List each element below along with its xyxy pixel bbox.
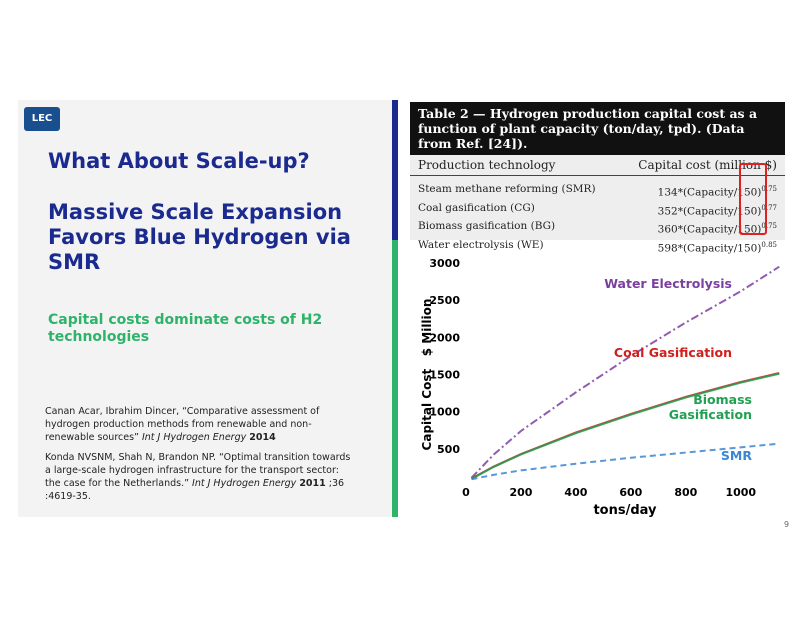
series-label: Biomass Gasification <box>668 392 752 422</box>
cell: Production technology <box>418 158 556 172</box>
formula: 352*(Capacity/150) <box>657 205 762 217</box>
reference: Konda NVSNM, Shah N, Brandon NP. “Optima… <box>45 451 355 503</box>
x-tick-label: 0 <box>462 486 470 499</box>
line <box>470 265 780 479</box>
line <box>471 372 780 480</box>
cell: 352*(Capacity/150)0.77 <box>658 201 777 220</box>
exponent: 0.77 <box>761 203 777 212</box>
page-number: 9 <box>784 520 790 529</box>
series-label: Water Electrolysis <box>604 276 732 291</box>
x-tick-label: 200 <box>509 486 532 499</box>
reference-part: Canan Acar, Ibrahim Dincer, “Comparative… <box>45 406 320 443</box>
table-row: Biomass gasification (BG) 360*(Capacity/1… <box>410 219 785 238</box>
x-axis-label: tons/day <box>593 503 657 518</box>
highlight-box <box>739 163 767 235</box>
exponent: 0.85 <box>761 240 777 249</box>
y-tick-label: 2500 <box>429 294 460 307</box>
subtitle: Capital costs dominate costs of H2 techn… <box>48 312 323 345</box>
formula: 598*(Capacity/150) <box>657 242 762 254</box>
left-panel <box>18 100 392 517</box>
reference-part: ;36 :4619-35. <box>45 478 345 502</box>
exponent: 0.75 <box>761 185 777 193</box>
line <box>471 442 780 481</box>
x-tick-label: 800 <box>674 486 697 499</box>
x-tick-label: 1000 <box>725 486 756 499</box>
x-tick-label: 400 <box>564 486 587 499</box>
y-tick-label: 1500 <box>429 369 460 382</box>
cell: Biomass gasification (BG) <box>418 220 556 232</box>
reference-part: Int J Hydrogen Energy <box>192 478 300 489</box>
logo: LEC <box>24 107 60 131</box>
formula: 360*(Capacity/150) <box>657 223 762 236</box>
y-tick-label: 1000 <box>429 406 460 419</box>
y-tick-label: 3000 <box>429 257 460 270</box>
divider <box>392 240 398 517</box>
table-header: Production technology Capital cost (milli… <box>410 155 785 176</box>
series-label: Coal Gasification <box>613 345 732 360</box>
reference-part: 2014 <box>249 432 276 443</box>
heading: What About Scale-up? <box>48 149 310 173</box>
reference-part: Konda NVSNM, Shah N, Brandon NP. “Optima… <box>45 452 351 489</box>
table: Table 2 — Hydrogen production capital co… <box>410 102 785 254</box>
cell: 360*(Capacity/150)0.75 <box>658 219 777 238</box>
cell: Steam methane reforming (SMR) <box>418 183 596 195</box>
y-tick-label: 500 <box>437 443 460 456</box>
table-caption: Table 2 — Hydrogen production capital co… <box>410 102 785 155</box>
divider <box>392 100 398 240</box>
table-row: Steam methane reforming (SMR) 134*(Capaci… <box>410 182 785 201</box>
series-label: SMR <box>720 448 752 463</box>
x-tick-label: 600 <box>619 486 642 499</box>
cell: Coal gasification (CG) <box>418 201 535 214</box>
reference-part: Int J Hydrogen Energy <box>141 432 250 443</box>
cell: 134*(Capacity/150)0.75 <box>658 182 777 201</box>
title: Massive Scale Expansion Favors Blue Hydr… <box>48 200 351 274</box>
y-axis-label: Capital Cost $ Million <box>420 299 434 451</box>
y-tick-label: 2000 <box>429 331 460 344</box>
formula: 134*(Capacity/150) <box>657 186 762 199</box>
exponent: 0.75 <box>761 222 777 230</box>
table-row: Water electrolysis (WE) 598*(Capacity/150… <box>410 238 785 257</box>
reference: Canan Acar, Ibrahim Dincer, “Comparative… <box>45 405 355 444</box>
cell: 598*(Capacity/150)0.85 <box>658 238 777 257</box>
reference-part: 2011 <box>299 478 326 489</box>
table-row: Coal gasification (CG) 352*(Capacity/150)… <box>410 201 785 220</box>
cell: Water electrolysis (WE) <box>418 238 544 251</box>
chart: 500 1000 1500 2000 2500 3000 0 200 400 600 800 1000… <box>420 257 780 518</box>
cell: Capital cost (million $) <box>638 158 777 172</box>
